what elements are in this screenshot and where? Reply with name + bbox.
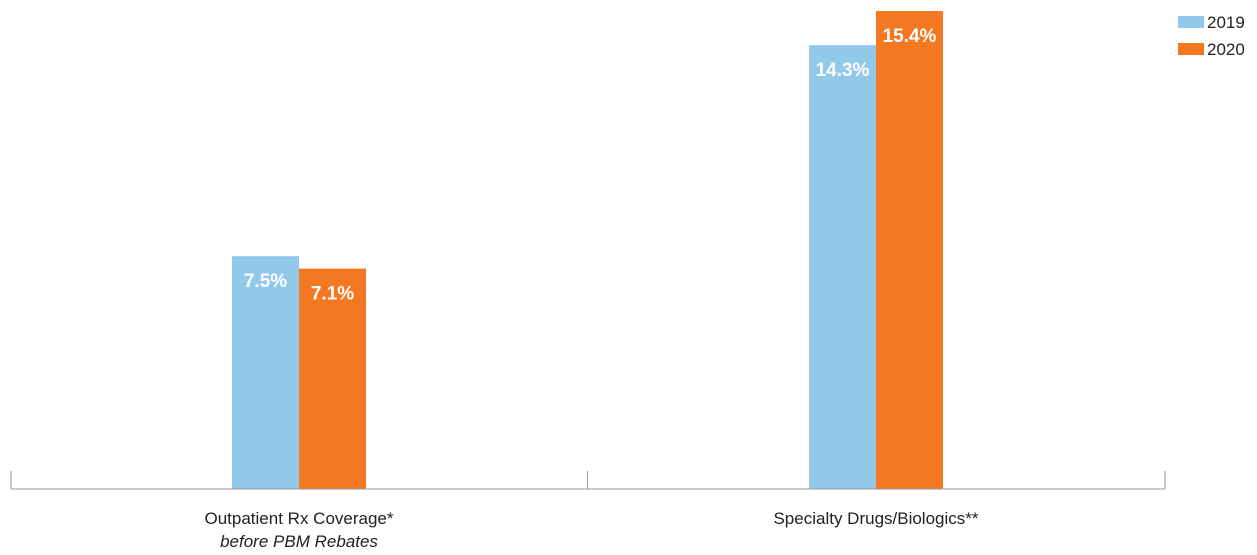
data-label-2020-1: 7.1% — [311, 284, 354, 305]
legend: 2019 2020 — [1178, 13, 1245, 59]
data-label-2019-2: 14.3% — [816, 60, 870, 81]
bar-2019-1 — [232, 256, 299, 489]
bars-group — [232, 11, 943, 490]
x-axis — [10, 471, 1166, 490]
bar-labels-group: 7.5% 7.1% 14.3% 15.4% — [244, 26, 937, 305]
category-label-2: Specialty Drugs/Biologics** — [773, 509, 978, 528]
bar-2020-2 — [876, 11, 943, 489]
data-label-2020-2: 15.4% — [883, 26, 937, 47]
bar-2019-2 — [809, 45, 876, 490]
category-labels-group: Outpatient Rx Coverage* before PBM Rebate… — [205, 509, 979, 551]
category-label-1: Outpatient Rx Coverage* — [205, 509, 394, 528]
legend-swatch-2019 — [1178, 16, 1204, 28]
bar-2020-1 — [299, 268, 366, 489]
legend-label-2019: 2019 — [1207, 13, 1245, 32]
category-sublabel-1: before PBM Rebates — [220, 532, 378, 551]
data-label-2019-1: 7.5% — [244, 271, 287, 292]
legend-swatch-2020 — [1178, 43, 1204, 55]
legend-label-2020: 2020 — [1207, 40, 1245, 59]
